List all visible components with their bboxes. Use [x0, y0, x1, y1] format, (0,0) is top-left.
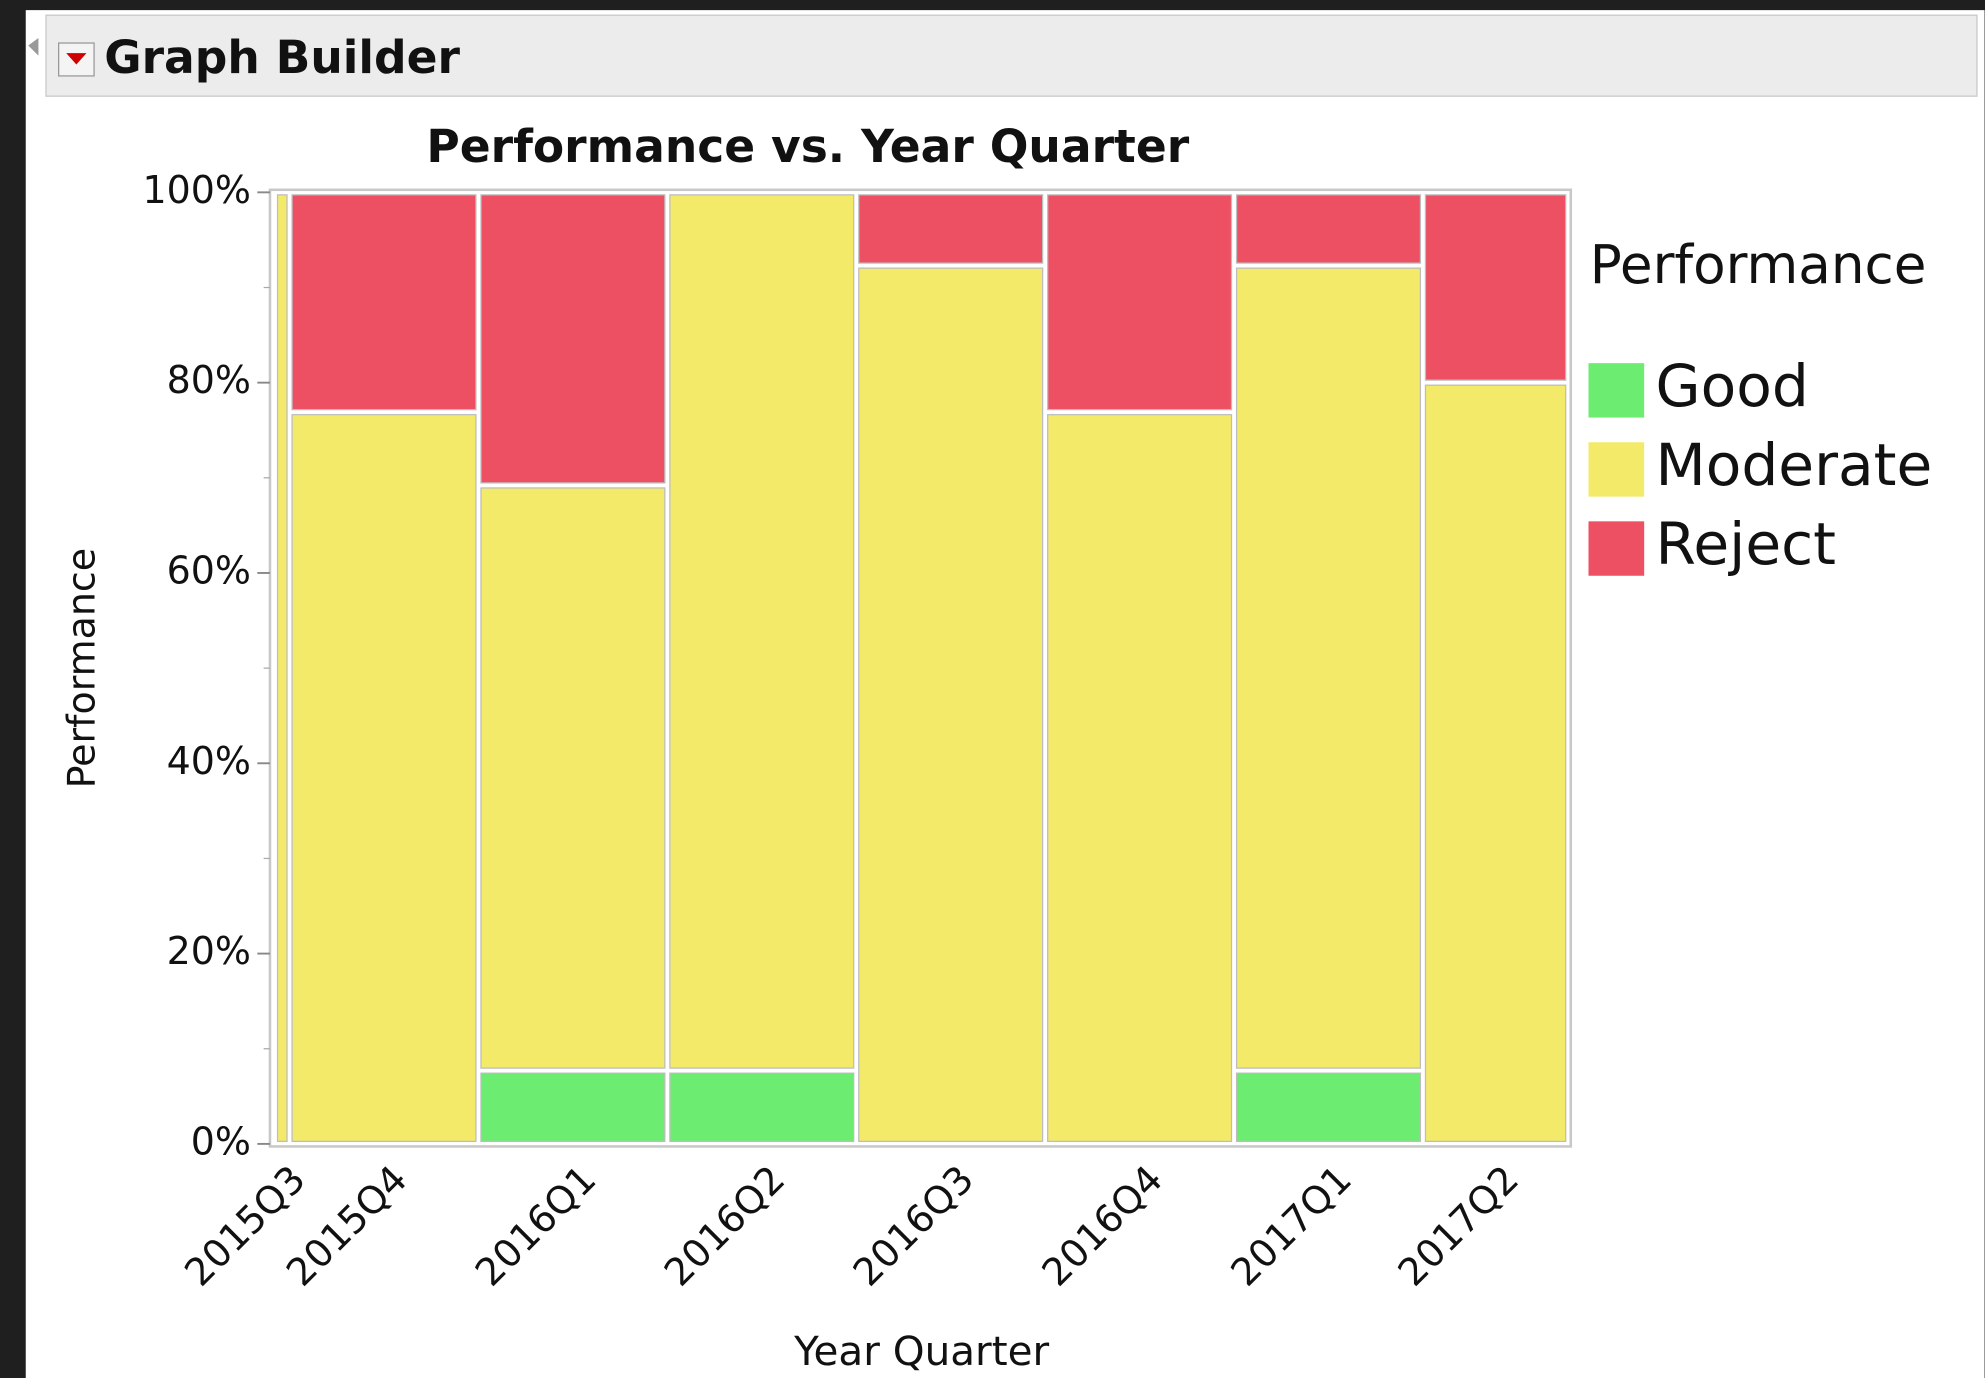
mosaic-segment	[1235, 1072, 1422, 1143]
y-tick-label: 0%	[191, 1119, 251, 1163]
mosaic-segment	[480, 1072, 666, 1143]
y-tick-label: 60%	[167, 548, 251, 592]
y-tick-label: 100%	[142, 168, 251, 212]
mosaic-segment	[1047, 414, 1233, 1143]
mosaic-segment	[669, 1072, 855, 1143]
legend-swatch	[1588, 363, 1645, 418]
mosaic-segment	[1424, 384, 1567, 1143]
mosaic-segment	[1047, 194, 1233, 411]
y-axis-title: Performance	[59, 548, 103, 789]
mosaic-segment	[858, 267, 1044, 1143]
mosaic-segment	[858, 194, 1044, 264]
legend-swatch	[1588, 521, 1645, 576]
legend-swatch	[1588, 442, 1645, 497]
x-axis-title: Year Quarter	[793, 1327, 1049, 1375]
mosaic-segment	[669, 194, 855, 1069]
collapse-icon[interactable]	[28, 37, 39, 56]
mosaic-segment	[480, 487, 666, 1069]
menu-arrow	[66, 53, 87, 65]
header-bar	[45, 14, 1978, 97]
mosaic-segment	[291, 414, 477, 1143]
mosaic-segment	[1235, 267, 1422, 1069]
mosaic-segment	[276, 194, 288, 1143]
mosaic-segment	[480, 194, 666, 484]
y-tick-label: 40%	[167, 739, 251, 783]
window-title: Graph Builder	[104, 31, 460, 84]
y-tick-label: 80%	[167, 358, 251, 402]
legend-label: Good	[1656, 352, 1809, 420]
y-tick-label: 20%	[167, 929, 251, 973]
mosaic-segment	[1235, 194, 1422, 264]
legend-title: Performance	[1590, 234, 1927, 296]
legend-label: Moderate	[1656, 431, 1933, 499]
mosaic-segment	[1424, 194, 1567, 381]
legend-label: Reject	[1656, 510, 1836, 578]
mosaic-segment	[291, 194, 477, 411]
chart-title: Performance vs. Year Quarter	[426, 120, 1189, 173]
